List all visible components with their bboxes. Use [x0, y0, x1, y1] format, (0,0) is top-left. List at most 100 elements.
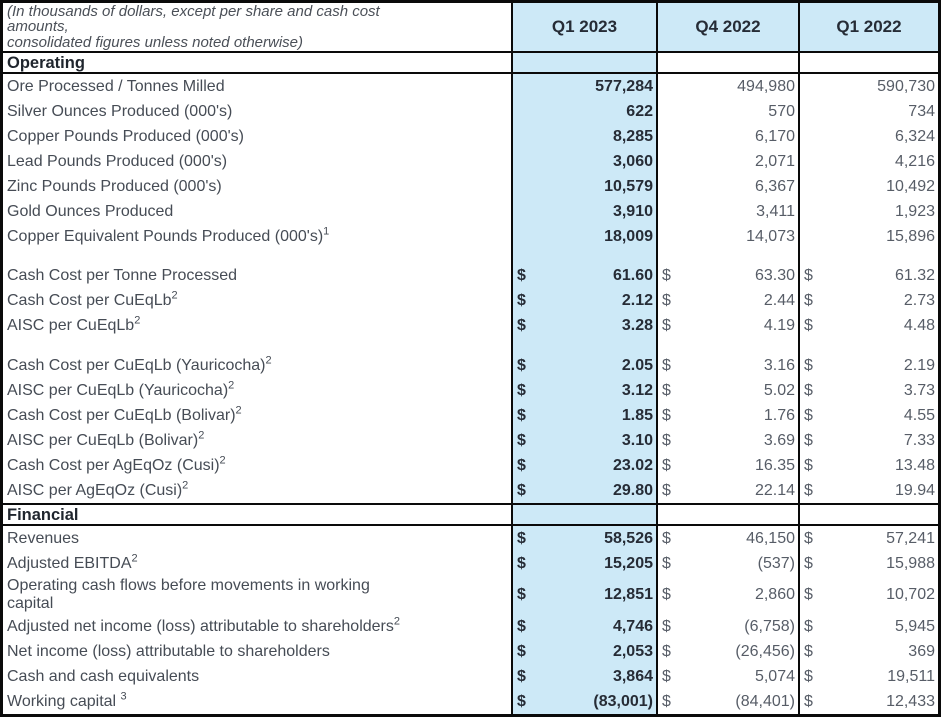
value-text: 23.02 — [612, 456, 653, 474]
footnote-marker: 2 — [182, 479, 189, 492]
spacer-label-cell — [3, 338, 511, 353]
dollar-sign: $ — [517, 291, 526, 309]
value-text: 46,150 — [746, 529, 795, 547]
value-q1-2023: $29.80 — [511, 478, 656, 503]
value-q1-2023 — [511, 338, 656, 353]
table-body: Operating Ore Processed / Tonnes Milled 57… — [3, 51, 938, 714]
row-label: Revenues — [7, 529, 80, 547]
dollar-sign: $ — [662, 617, 671, 635]
value-q1-2023: $3,864 — [511, 664, 656, 689]
value-text: 29.80 — [612, 481, 653, 499]
value-q4-2022: 2,071 — [656, 149, 798, 174]
dollar-sign: $ — [662, 266, 671, 284]
spacer-label-cell — [3, 249, 511, 263]
table-row: Working capital 3 $ (83,001) $ (84,401) $12,4… — [3, 689, 938, 714]
table-row: Net income (loss) attributable to shareh… — [3, 639, 938, 664]
row-label: Ore Processed / Tonnes Milled — [7, 77, 225, 95]
value-q4-2022: $5,074 — [656, 664, 798, 689]
dollar-sign: $ — [662, 316, 671, 334]
row-label-cell: Cash Cost per CuEqLb (Bolivar)2 — [3, 403, 511, 428]
row-label-cell: Adjusted net income (loss) attributable … — [3, 614, 511, 639]
row-label-cell: Operating cash flows before movements in… — [3, 576, 511, 614]
value-q4-2022: $5.02 — [656, 378, 798, 403]
row-label: AISC per CuEqLb (Bolivar)2 — [7, 429, 205, 449]
dollar-sign: $ — [804, 586, 813, 603]
value-q1-2023: 10,579 — [511, 174, 656, 199]
table-row: Revenues $58,526 $46,150 $57,241 — [3, 526, 938, 551]
value-text: 13.48 — [894, 456, 935, 474]
table-row: Cash and cash equivalents $3,864 $5,074 $19… — [3, 664, 938, 689]
value-q1-2023: 577,284 — [511, 74, 656, 99]
value-q1-2023: $3.10 — [511, 428, 656, 453]
dollar-sign: $ — [804, 554, 813, 572]
value-q4-2022: 3,411 — [656, 199, 798, 224]
value-q1-2022: 734 — [798, 99, 938, 124]
value-q1-2022: $10,702 — [798, 576, 938, 614]
dollar-sign: $ — [662, 431, 671, 449]
value-q1-2022: $2.73 — [798, 288, 938, 313]
value-q1-2023: 3,910 — [511, 199, 656, 224]
value-text: (537) — [757, 554, 795, 572]
row-label-cell: AISC per CuEqLb (Bolivar)2 — [3, 428, 511, 453]
dollar-sign: $ — [517, 642, 526, 660]
dollar-sign: $ — [517, 381, 526, 399]
value-text: 4.48 — [903, 316, 935, 334]
spacer-row — [3, 249, 938, 263]
value-q4-2022: $1.76 — [656, 403, 798, 428]
row-label-cell: Copper Pounds Produced (000's) — [3, 124, 511, 149]
dollar-sign: $ — [804, 529, 813, 547]
value-text: 61.60 — [612, 266, 653, 284]
row-label-cell: Cash Cost per CuEqLb2 — [3, 288, 511, 313]
dollar-sign: $ — [662, 456, 671, 474]
value-text: 3.69 — [763, 431, 795, 449]
value-text: 22.14 — [754, 481, 795, 499]
value-text: (6,758) — [744, 617, 795, 635]
value-q1-2022 — [798, 338, 938, 353]
row-label-cell: Cash Cost per Tonne Processed — [3, 263, 511, 288]
value-q1-2022: $4.55 — [798, 403, 938, 428]
value-q4-2022: 14,073 — [656, 224, 798, 249]
value-q4-2022: $46,150 — [656, 526, 798, 551]
value-q1-2022 — [798, 505, 938, 524]
dollar-sign: $ — [662, 381, 671, 399]
row-label: Cash Cost per CuEqLb (Bolivar)2 — [7, 404, 242, 424]
dollar-sign: $ — [662, 667, 671, 685]
table-row: AISC per AgEqOz (Cusi)2 $29.80 $22.14 $19.9… — [3, 478, 938, 503]
dollar-sign: $ — [517, 266, 526, 284]
value-q1-2023: $3.28 — [511, 313, 656, 338]
value-q1-2023: 622 — [511, 99, 656, 124]
value-q1-2023: $58,526 — [511, 526, 656, 551]
dollar-sign: $ — [517, 356, 526, 374]
value-text: 10,702 — [886, 586, 935, 603]
table-row: AISC per CuEqLb (Yauricocha)2 $3.12 $5.02 $… — [3, 378, 938, 403]
row-label: Cash Cost per AgEqOz (Cusi)2 — [7, 454, 226, 474]
table-row: Operating cash flows before movements in… — [3, 576, 938, 614]
value-q1-2023: $15,205 — [511, 551, 656, 576]
value-q1-2023 — [511, 53, 656, 72]
row-label-cell: Net income (loss) attributable to shareh… — [3, 639, 511, 664]
value-q1-2022: $61.32 — [798, 263, 938, 288]
value-q1-2023: $ (83,001) — [511, 689, 656, 714]
table-row: Zinc Pounds Produced (000's) 10,579 6,367 1… — [3, 174, 938, 199]
row-label-cell: Adjusted EBITDA2 — [3, 551, 511, 576]
value-q4-2022 — [656, 53, 798, 72]
dollar-sign: $ — [662, 554, 671, 572]
value-q1-2022: $13.48 — [798, 453, 938, 478]
value-text: (83,001) — [593, 692, 653, 710]
value-text: 3.28 — [621, 316, 653, 334]
dollar-sign: $ — [804, 456, 813, 474]
value-text: 3.12 — [621, 381, 653, 399]
value-q1-2022: $7.33 — [798, 428, 938, 453]
value-text: 12,851 — [604, 586, 653, 603]
row-label-cell: Cash Cost per AgEqOz (Cusi)2 — [3, 453, 511, 478]
table-note: (In thousands of dollars, except per sha… — [7, 2, 380, 51]
footnote-marker: 2 — [228, 379, 235, 392]
value-q1-2022 — [798, 249, 938, 263]
dollar-sign: $ — [804, 316, 813, 334]
footnote-marker: 2 — [265, 354, 272, 367]
row-label-cell: Gold Ounces Produced — [3, 199, 511, 224]
dollar-sign: $ — [662, 406, 671, 424]
value-q4-2022: $2,860 — [656, 576, 798, 614]
value-q1-2022: 10,492 — [798, 174, 938, 199]
value-text: 4.19 — [763, 316, 795, 334]
